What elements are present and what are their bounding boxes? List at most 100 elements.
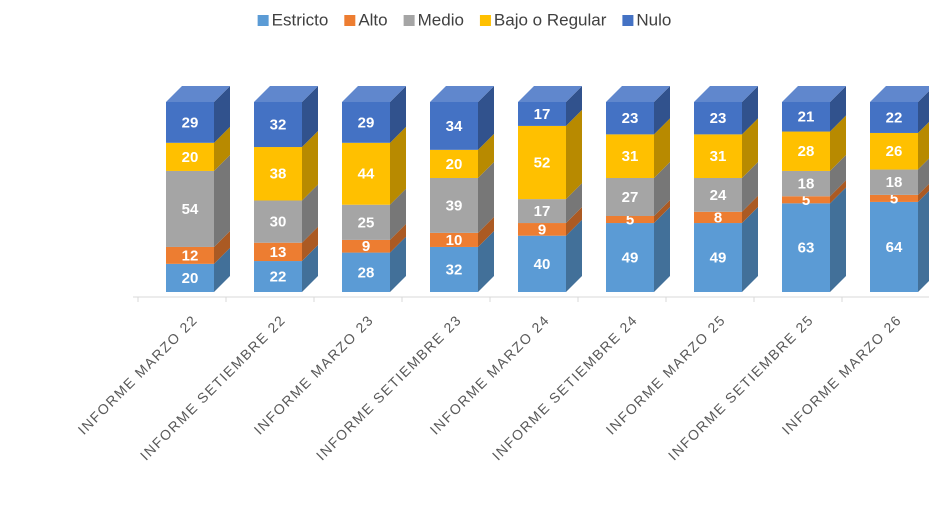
data-label: 20 [182,270,199,287]
bar-side [830,187,846,292]
bar-top [694,86,758,102]
bar-side [566,86,582,126]
data-label: 18 [886,174,903,191]
bar-side [478,133,494,178]
bar [782,170,830,197]
bar [166,170,214,247]
bar [694,211,742,224]
data-label: 20 [182,149,199,166]
legend-label: Estricto [272,10,329,29]
bar-side [654,118,670,178]
bar [606,102,654,135]
bar-top [606,86,670,102]
bar-side [830,154,846,197]
bar [782,196,830,204]
data-label: 23 [710,110,727,127]
bar [342,252,390,292]
data-label: 5 [802,192,810,209]
bar [870,102,918,133]
data-label: 44 [358,166,375,183]
bar [166,263,214,292]
bar [694,178,742,212]
bar [254,261,302,292]
bar-side [742,118,758,178]
bar [694,102,742,135]
bar-side [390,236,406,292]
legend-label: Alto [358,10,387,29]
bar [782,102,830,132]
bar-side [566,183,582,224]
data-label: 28 [358,264,375,281]
bar-side [566,207,582,236]
bar [870,201,918,292]
bar [342,102,390,143]
bar [430,149,478,178]
bar-side [830,180,846,204]
data-label: 26 [886,143,903,160]
legend: Estricto Alto Medio Bajo o Regular Nulo [257,10,671,29]
bar-side [478,86,494,150]
data-label: 49 [710,249,727,266]
bar-top [782,86,846,102]
data-label: 9 [362,238,370,255]
bar-side [654,207,670,292]
bar-side [390,223,406,253]
bar [518,199,566,224]
data-label: 17 [534,106,551,123]
data-label: 12 [182,247,199,264]
bar [694,223,742,292]
bar [870,169,918,195]
bar-side [742,195,758,224]
bar-side [390,86,406,143]
bar-side [742,162,758,212]
bar-side [478,216,494,247]
bar [694,134,742,178]
legend-swatch [257,15,269,26]
x-tick-label: INFORME SETIEMBRE 23 [313,311,465,463]
bar-side [918,190,929,292]
x-tick-label: INFORME SETIEMBRE 25 [665,311,817,463]
bar [254,200,302,243]
data-label: 49 [622,249,639,266]
bar [430,178,478,233]
bar [254,102,302,148]
bar [166,102,214,143]
bar [254,242,302,262]
bar-side [302,184,318,243]
bar-side [918,91,929,133]
bar-top [342,86,406,102]
data-label: 17 [534,203,551,220]
bar-side [214,86,230,143]
data-label: 20 [446,156,463,173]
bar-side [390,126,406,205]
data-label: 27 [622,189,639,206]
data-label: 32 [446,261,463,278]
data-label: 5 [890,190,898,207]
bar [606,216,654,224]
data-label: 31 [710,148,727,165]
data-label: 22 [270,268,287,285]
legend-swatch [344,15,356,26]
bar-side [478,162,494,233]
data-label: 32 [270,116,287,133]
bar [342,204,390,240]
bar-top [430,86,494,102]
legend-label: Nulo [636,10,671,29]
bar [254,147,302,201]
bar-top [870,86,929,102]
bar-side [566,219,582,292]
data-label: 24 [710,187,727,204]
bar-side [918,158,929,195]
bar [606,223,654,292]
legend-label: Bajo o Regular [494,10,607,29]
data-label: 30 [270,214,287,231]
data-label: 21 [798,109,815,126]
bar [782,131,830,171]
bar-side [302,86,318,148]
bar [606,178,654,216]
bar [430,102,478,150]
bar-side [918,183,929,202]
bar-side [302,131,318,201]
data-label: 29 [358,114,375,131]
